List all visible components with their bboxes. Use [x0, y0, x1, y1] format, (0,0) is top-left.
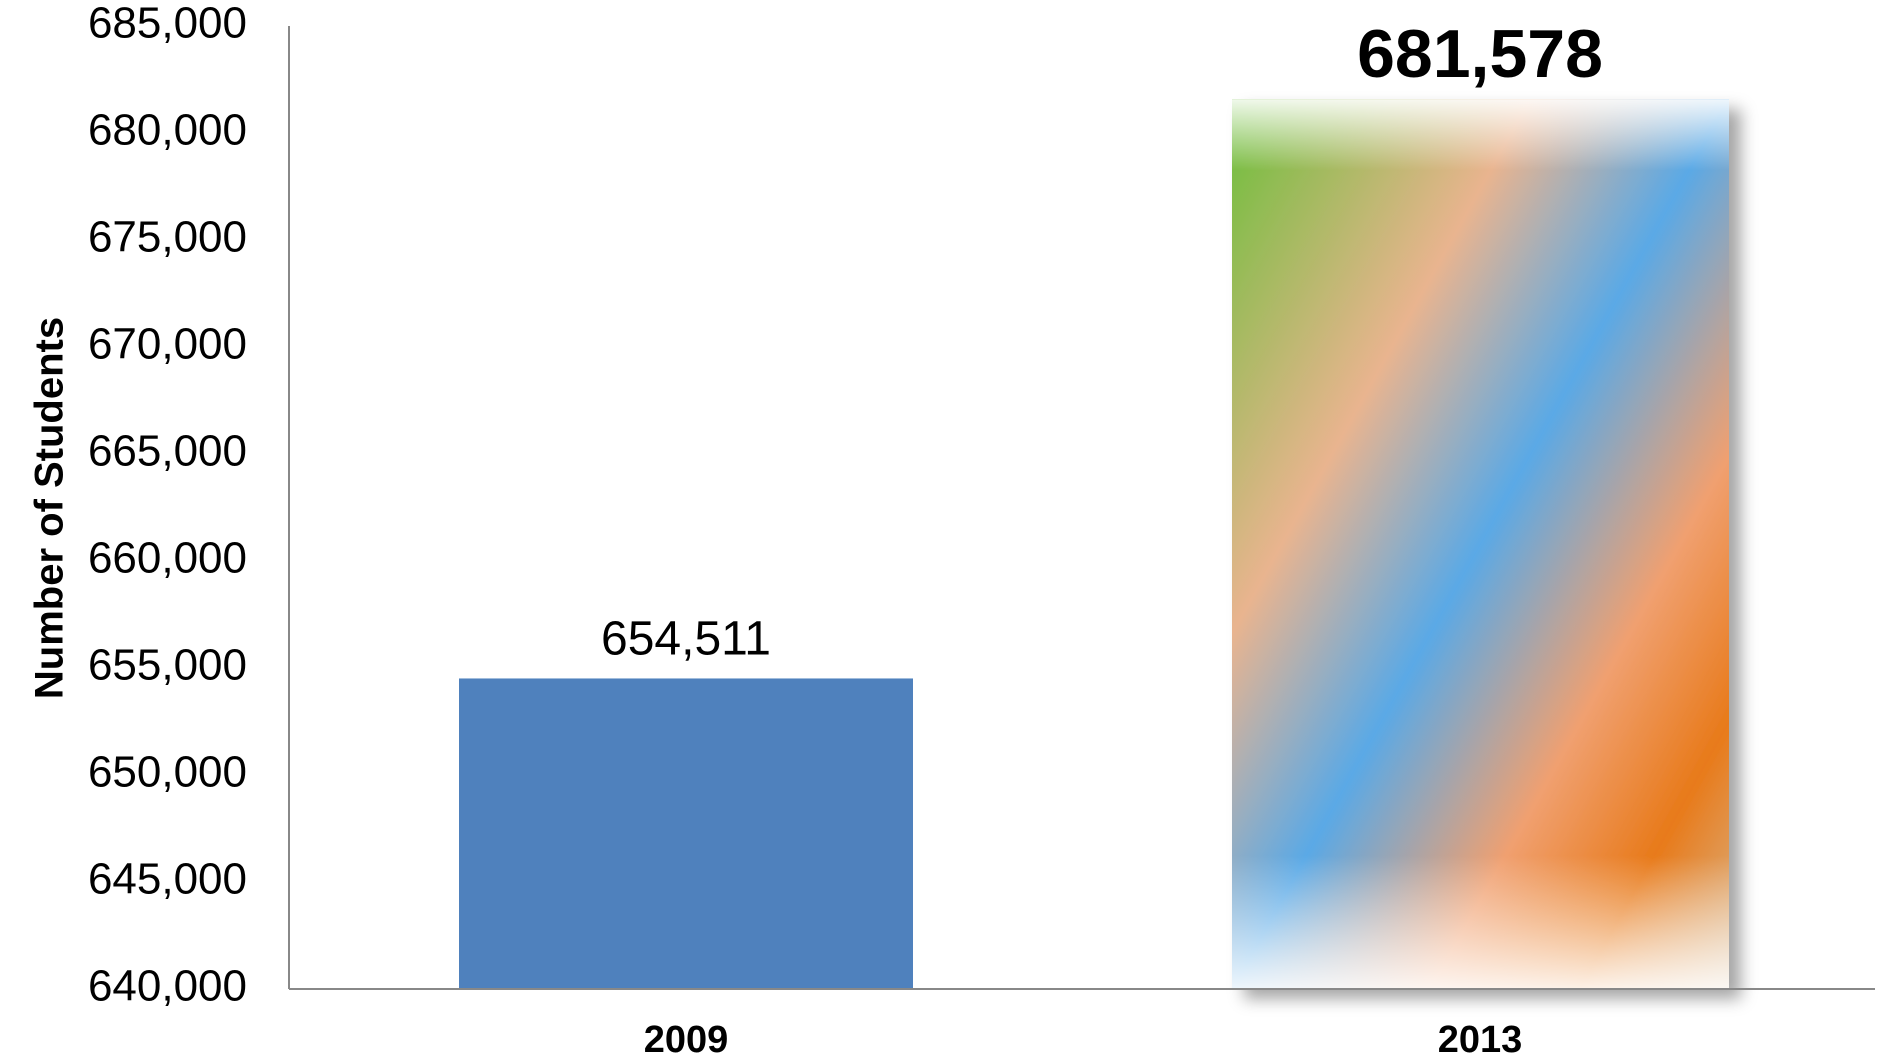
- y-tick-label: 660,000: [88, 534, 247, 583]
- y-tick-label: 685,000: [88, 0, 247, 48]
- x-tick-label: 2009: [644, 1019, 729, 1056]
- y-tick-label: 665,000: [88, 427, 247, 476]
- y-tick-label: 650,000: [88, 748, 247, 797]
- value-label: 654,511: [601, 612, 771, 665]
- y-axis-title: Number of Students: [28, 317, 72, 699]
- y-tick-label: 655,000: [88, 641, 247, 690]
- y-tick-label: 645,000: [88, 855, 247, 904]
- y-tick-label: 675,000: [88, 213, 247, 262]
- bar: [459, 678, 913, 989]
- y-tick-label: 680,000: [88, 106, 247, 155]
- y-tick-label: 670,000: [88, 320, 247, 369]
- y-tick-label: 640,000: [88, 962, 247, 1011]
- x-tick-label: 2013: [1438, 1019, 1523, 1056]
- bar-photo: [1232, 99, 1729, 990]
- photo-fade: [1232, 99, 1729, 990]
- value-label: 681,578: [1357, 16, 1603, 92]
